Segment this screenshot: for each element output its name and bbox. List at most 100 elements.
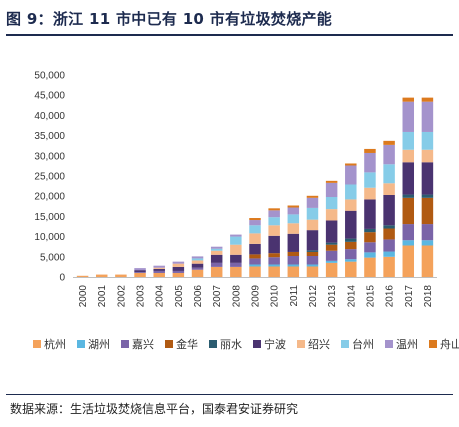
legend-label: 嘉兴 — [132, 337, 154, 351]
stacked-bar-chart: 0 5,000 10,000 15,000 20,000 25,000 30,000 35,0… — [33, 71, 459, 351]
bar-segment — [402, 131, 415, 150]
y-tick-label: 20,000 — [34, 192, 65, 203]
bar-segment — [325, 242, 338, 245]
bar-segment — [421, 97, 434, 102]
x-tick-label: 2018 — [423, 285, 434, 308]
bar-segment — [383, 164, 395, 184]
bar-segment — [287, 207, 300, 215]
legend-item: 舟山 — [429, 337, 459, 351]
x-tick-label: 2008 — [231, 285, 242, 308]
bar-segment — [402, 97, 415, 102]
y-tick-label: 45,000 — [34, 91, 65, 102]
bar-segment — [306, 250, 319, 252]
bar-segment — [153, 265, 165, 268]
legend-label: 丽水 — [220, 338, 242, 351]
legend-swatch — [33, 340, 41, 348]
bar-segment — [306, 266, 319, 277]
bar-segment — [210, 262, 223, 267]
bar-segment — [364, 257, 376, 277]
legend-label: 杭州 — [44, 337, 66, 351]
bar-segment — [402, 162, 415, 195]
bar-segment — [383, 256, 395, 277]
x-tick-label: 2016 — [385, 285, 396, 308]
bar-segment — [249, 225, 261, 234]
bar-segment — [421, 162, 434, 195]
bar-segment — [172, 272, 185, 277]
bar-segment — [95, 274, 108, 277]
bar-segment — [325, 262, 338, 277]
bar-segment — [421, 131, 434, 150]
legend-swatch — [209, 340, 217, 348]
x-tick-label: 2001 — [97, 285, 108, 308]
bar-segment — [364, 232, 376, 243]
bar-segment — [249, 258, 261, 265]
x-tick-label: 2017 — [404, 285, 415, 308]
legend-swatch — [385, 340, 393, 348]
source-divider — [6, 394, 453, 395]
x-tick-label: 2004 — [155, 285, 166, 308]
bar-segment — [172, 270, 185, 273]
bar-segment — [287, 205, 300, 208]
bar-segment — [402, 194, 415, 198]
bar-segment — [421, 224, 434, 241]
bar-segment — [230, 266, 242, 277]
bar-segment — [249, 254, 261, 259]
legend-swatch — [297, 340, 305, 348]
bar-segment — [134, 272, 146, 277]
bar-segment — [268, 217, 280, 226]
legend-swatch — [77, 340, 85, 348]
bar-segment — [325, 220, 338, 243]
bar-segment — [364, 242, 376, 253]
bar-segment — [383, 239, 395, 252]
legend-swatch — [429, 340, 437, 348]
bar-segment — [210, 250, 223, 255]
bar-segment — [345, 184, 357, 200]
bar-segment — [249, 264, 261, 267]
bar-segment — [249, 243, 261, 255]
legend-label: 宁波 — [264, 337, 286, 351]
bar-segment — [402, 224, 415, 241]
y-tick-label: 40,000 — [34, 111, 65, 122]
legend-swatch — [121, 340, 129, 348]
bar-segment — [191, 260, 204, 264]
bar-segment — [364, 252, 376, 258]
bar-segment — [249, 266, 261, 277]
bar-segment — [153, 267, 165, 269]
bar-segment — [134, 272, 146, 273]
bar-segment — [325, 180, 338, 183]
bar-segment — [249, 218, 261, 221]
bar-segment — [287, 264, 300, 267]
bar-segment — [364, 199, 376, 229]
legend-item: 丽水 — [209, 338, 242, 351]
bar-segment — [268, 225, 280, 236]
bar-segment — [421, 101, 434, 132]
bar-segment — [172, 266, 185, 271]
y-axis: 0 5,000 10,000 15,000 20,000 25,000 30,000 35,0… — [34, 71, 65, 284]
bar-segment — [383, 183, 395, 195]
bar-segment — [191, 263, 204, 268]
legend-item: 金华 — [165, 337, 198, 351]
y-tick-label: 30,000 — [34, 151, 65, 162]
bar-segment — [421, 245, 434, 277]
bar-segment — [268, 253, 280, 258]
bar-segment — [402, 101, 415, 132]
bar-segment — [383, 225, 395, 229]
bar-stacks — [76, 97, 434, 277]
bar-segment — [325, 244, 338, 251]
bar-segment — [421, 240, 434, 246]
bar-segment — [287, 223, 300, 234]
bar-segment — [345, 241, 357, 250]
figure-title: 图 9：浙江 11 市中已有 10 市有垃圾焚烧产能 — [6, 10, 333, 28]
legend-item: 宁波 — [253, 337, 286, 351]
bar-segment — [325, 250, 338, 261]
bar-segment — [325, 260, 338, 263]
bar-segment — [364, 172, 376, 188]
legend-label: 温州 — [396, 338, 418, 351]
legend-swatch — [165, 340, 173, 348]
bar-segment — [115, 274, 127, 277]
bar-segment — [230, 262, 242, 267]
bar-segment — [364, 148, 376, 153]
bar-segment — [268, 264, 280, 267]
bar-segment — [383, 144, 395, 165]
bar-segment — [402, 240, 415, 246]
